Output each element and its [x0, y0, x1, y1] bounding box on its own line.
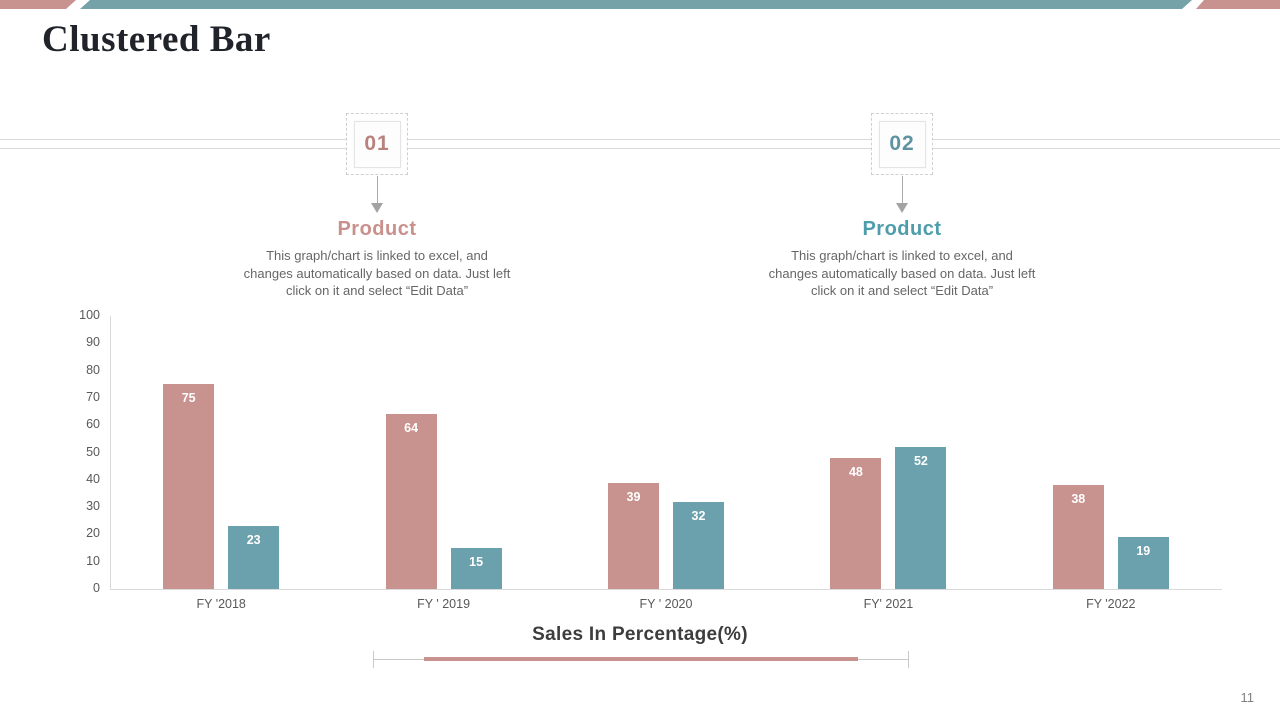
callout-02-desc-line3: click on it and select “Edit Data” [810, 283, 994, 298]
top-accent-bar-pink-left [0, 0, 76, 9]
bracket-accent-underline [424, 657, 858, 661]
bar-2-FY2018[interactable]: 23 [228, 526, 280, 589]
down-arrow-icon [896, 203, 908, 213]
bar-value-label: 52 [913, 454, 928, 468]
bar-2-FY2019[interactable]: 15 [450, 548, 502, 589]
callout-01-heading: Product [337, 218, 417, 240]
bar-value-label: 39 [626, 490, 641, 504]
down-arrow-icon [371, 203, 383, 213]
callout-02-desc-line1: This graph/chart is linked to excel, and [791, 248, 1013, 263]
y-axis-tick-label: 20 [86, 526, 100, 541]
page-title: Clustered Bar [42, 19, 271, 60]
bar-value-label: 64 [404, 421, 419, 435]
callout-02-inner-box: 02 [878, 120, 926, 168]
bar-value-label: 32 [691, 509, 706, 523]
callout-01-desc-line2: changes automatically based on data. Jus… [243, 265, 511, 281]
top-accent-bar-teal [80, 0, 1192, 9]
callout-01-desc-line1: This graph/chart is linked to excel, and [266, 248, 488, 263]
callout-02-box[interactable]: 02 [871, 113, 933, 175]
bar-2-FY2022[interactable]: 19 [1117, 537, 1169, 589]
x-axis-label: FY ' 2020 [639, 597, 693, 611]
y-axis-tick-label: 30 [86, 499, 100, 514]
callout-02-description: This graph/chart is linked to excel, and… [737, 247, 1067, 300]
bar-value-label: 19 [1136, 544, 1151, 558]
y-axis-tick-label: 70 [86, 389, 100, 404]
bar-2-FY2021[interactable]: 52 [895, 447, 947, 589]
callout-01-inner-box: 01 [353, 120, 401, 168]
horizontal-rule-top [0, 139, 1280, 140]
bar-1-FY2022[interactable]: 38 [1052, 485, 1104, 589]
y-axis-line [110, 316, 111, 590]
bar-1-FY2018[interactable]: 75 [163, 384, 215, 589]
bar-2-FY2020[interactable]: 32 [673, 502, 724, 589]
bar-value-label: 38 [1071, 492, 1086, 506]
x-axis-label: FY '2022 [1086, 597, 1136, 611]
bar-1-FY2021[interactable]: 48 [830, 458, 882, 589]
callout-01-arrow-line [377, 176, 378, 204]
callout-01-description: This graph/chart is linked to excel, and… [212, 247, 542, 300]
chart-title: Sales In Percentage(%) [532, 624, 748, 645]
callout-02-heading: Product [862, 218, 942, 240]
callout-01-box[interactable]: 01 [346, 113, 408, 175]
y-axis-tick-label: 100 [79, 308, 100, 322]
bracket-tick-left [373, 651, 374, 668]
x-axis-line [110, 589, 1222, 590]
callout-02-desc-line2: changes automatically based on data. Jus… [768, 265, 1036, 281]
top-accent-bar-pink-right [1196, 0, 1280, 9]
y-axis-tick-label: 0 [93, 581, 100, 595]
bracket-tick-right [908, 651, 909, 668]
x-axis-label: FY ' 2019 [417, 597, 471, 611]
y-axis-tick-label: 40 [86, 471, 100, 486]
y-axis-tick-label: 60 [86, 417, 100, 432]
callout-01-number: 01 [364, 132, 390, 155]
bar-value-label: 23 [246, 533, 261, 547]
bar-value-label: 75 [181, 391, 196, 405]
bar-1-FY2019[interactable]: 64 [385, 414, 437, 589]
horizontal-rule-bottom [0, 148, 1280, 149]
callout-02-number: 02 [889, 132, 915, 155]
x-axis-label: FY' 2021 [863, 597, 914, 611]
y-axis-tick-label: 80 [86, 362, 100, 377]
y-axis-tick-label: 90 [86, 335, 100, 350]
x-axis-label: FY '2018 [196, 597, 246, 611]
bar-1-FY2020[interactable]: 39 [608, 483, 659, 589]
y-axis-tick-label: 50 [86, 444, 100, 459]
bar-value-label: 48 [848, 465, 863, 479]
page-number: 11 [1240, 690, 1255, 705]
y-axis-tick-label: 10 [86, 553, 100, 568]
callout-02-arrow-line [902, 176, 903, 204]
bar-value-label: 15 [469, 555, 484, 569]
callout-01-desc-line3: click on it and select “Edit Data” [285, 283, 469, 298]
